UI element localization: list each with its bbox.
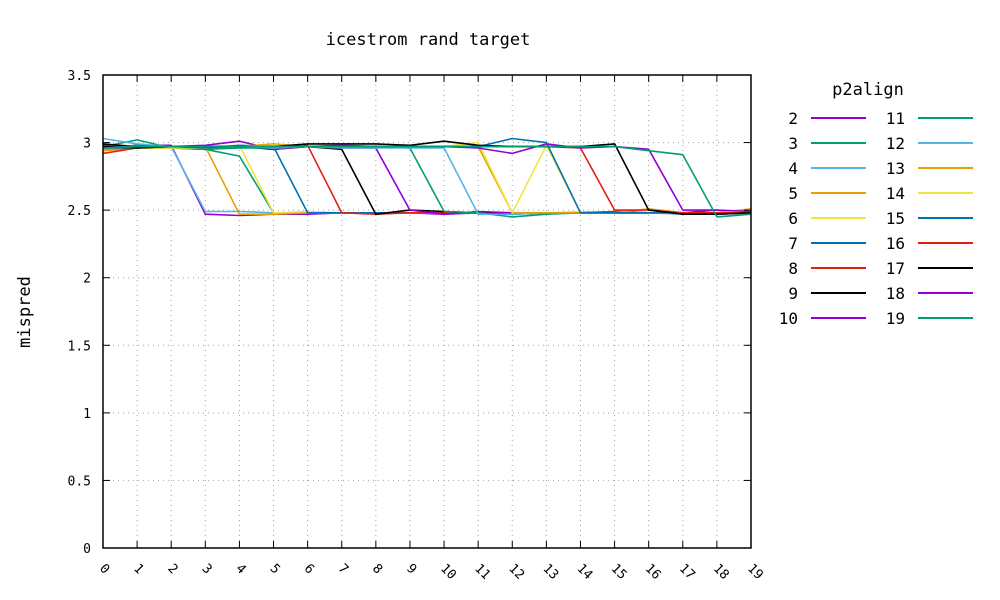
x-tick-label: 16 [642,561,664,583]
legend-label-11: 11 [886,109,905,128]
x-tick-label: 2 [164,561,180,577]
y-tick-label: 2 [83,272,91,287]
legend-label-12: 12 [886,134,905,153]
y-tick-label: 2.5 [68,204,91,219]
legend: p2align 2 3 4 5 6 7 8 9 10 11 12 13 14 15 16 17 18 19 [779,80,973,328]
y-tick-label: 3 [83,137,91,152]
legend-label-16: 16 [886,234,905,253]
x-tick-label: 13 [540,561,562,583]
y-tick-label: 1 [83,407,91,422]
y-tick-label: 0.5 [68,474,91,489]
legend-label-19: 19 [886,309,905,328]
x-tick-label: 5 [267,561,283,577]
legend-label-8: 8 [788,259,798,278]
y-tick-label: 0 [83,542,91,557]
legend-label-17: 17 [886,259,905,278]
x-tick-label: 12 [505,561,527,583]
y-tick-label: 3.5 [68,69,91,84]
legend-label-15: 15 [886,209,905,228]
x-tick-label: 1 [130,561,146,577]
x-tick-label: 10 [437,561,459,583]
series-line-11 [102,144,752,218]
legend-title: p2align [832,80,904,100]
legend-label-9: 9 [788,284,798,303]
legend-label-14: 14 [886,184,905,203]
plot-frame [102,74,752,549]
legend-label-13: 13 [886,159,905,178]
x-tick-label: 0 [96,561,112,577]
legend-label-6: 6 [788,209,798,228]
y-tick-label: 1.5 [68,339,91,354]
x-tick-label: 3 [198,561,214,577]
x-tick-label: 14 [574,561,596,583]
legend-label-10: 10 [779,309,798,328]
x-tick-label: 4 [233,561,249,577]
legend-label-18: 18 [886,284,905,303]
x-tick-label: 9 [403,561,419,577]
legend-label-2: 2 [788,109,798,128]
y-axis-title: mispred [15,276,35,348]
legend-label-3: 3 [788,134,798,153]
x-tick-label: 15 [608,561,630,583]
series-line-19 [102,145,752,218]
legend-label-7: 7 [788,234,798,253]
chart-title: icestrom rand target [326,30,531,50]
x-tick-label: 7 [335,561,351,577]
x-tick-label: 18 [710,561,732,583]
series-lines [102,137,752,218]
x-tick-label: 11 [471,561,493,583]
x-tick-label: 6 [301,561,317,577]
legend-label-5: 5 [788,184,798,203]
x-tick-label: 17 [676,561,698,583]
legend-label-4: 4 [788,159,798,178]
x-tick-label: 8 [369,561,385,577]
x-tick-label: 19 [744,561,766,583]
